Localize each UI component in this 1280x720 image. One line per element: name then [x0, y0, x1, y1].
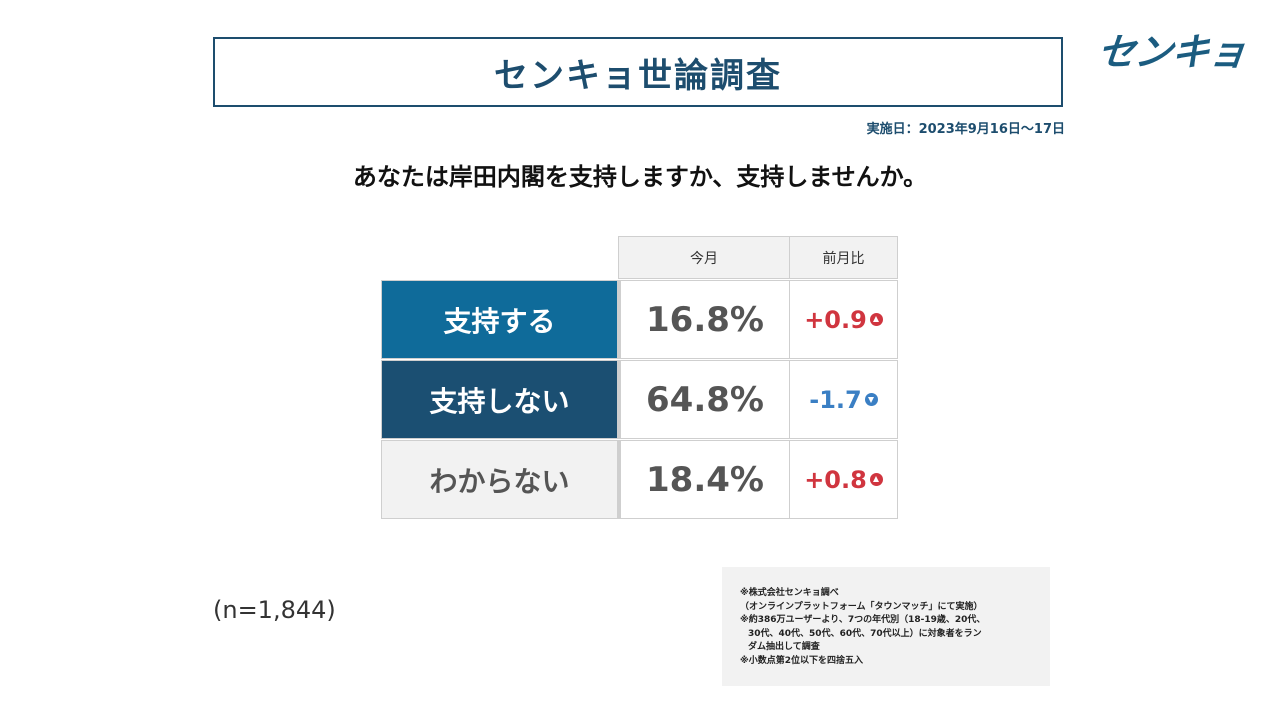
note-line: ※小数点第2位以下を四捨五入: [740, 655, 864, 666]
row-label: 支持しない: [381, 360, 618, 439]
title-box: センキョ世論調査: [213, 37, 1063, 107]
sample-size: (n=1,844): [213, 596, 336, 624]
row-change: +0.9: [789, 280, 898, 359]
row-label: 支持する: [381, 280, 618, 359]
survey-question: あなたは岸田内閣を支持しますか、支持しませんか。: [352, 163, 928, 191]
survey-date: 実施日：2023年9月16日～17日: [866, 122, 1065, 137]
column-header-change: 前月比: [789, 236, 898, 279]
table-row: わからない 18.4% +0.8: [381, 440, 898, 519]
arrow-down-icon: [864, 393, 878, 406]
row-change-value: -1.7: [809, 385, 862, 414]
row-change: +0.8: [789, 440, 898, 519]
notes-list: ※株式会社センキョ調べ （オンラインプラットフォーム「タウンマッチ」にて実施） ※約…: [740, 587, 1040, 668]
row-change-value: +0.9: [804, 305, 867, 334]
row-change-value: +0.8: [804, 465, 867, 494]
note-line: ※約386万ユーザーより、7つの年代別（18-19歳、20代、: [740, 615, 986, 625]
row-value: 64.8%: [618, 360, 790, 439]
row-change: -1.7: [789, 360, 898, 439]
row-value: 16.8%: [618, 280, 790, 359]
results-table: 今月 前月比 支持する 16.8% +0.9 支持しない 64.8% -1.7 わからない 1…: [381, 236, 898, 519]
arrow-up-icon: [869, 313, 883, 326]
brand-logo: センキョ: [1095, 29, 1248, 74]
arrow-up-icon: [869, 473, 883, 486]
table-row: 支持する 16.8% +0.9: [381, 280, 898, 359]
row-label: わからない: [381, 440, 618, 519]
notes-box: ※株式会社センキョ調べ （オンラインプラットフォーム「タウンマッチ」にて実施） ※約…: [722, 567, 1050, 686]
note-line: ダム抽出して調査: [748, 642, 820, 652]
column-header-current: 今月: [618, 236, 790, 279]
note-line: （オンラインプラットフォーム「タウンマッチ」にて実施）: [740, 601, 983, 612]
row-value: 18.4%: [618, 440, 790, 519]
table-row: 支持しない 64.8% -1.7: [381, 360, 898, 439]
note-line: ※株式会社センキョ調べ: [740, 588, 839, 598]
page-title: センキョ世論調査: [494, 55, 782, 96]
note-line: 30代、40代、50代、60代、70代以上）に対象者をラン: [748, 628, 982, 639]
